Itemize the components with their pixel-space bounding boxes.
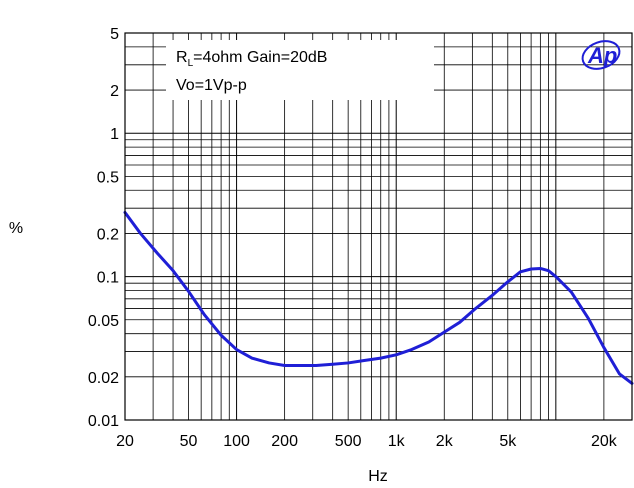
x-tick-label: 20	[116, 433, 134, 450]
y-tick-label: 0.01	[88, 413, 119, 430]
y-tick-labels: 0.01 0.02 0.05 0.1 0.2 0.5 1 2 5	[88, 26, 119, 430]
x-tick-label: 1k	[388, 433, 406, 450]
series-layer	[123, 210, 634, 385]
annotation-box	[166, 40, 434, 100]
x-tick-label: 2k	[436, 433, 454, 450]
x-tick-label: 20k	[591, 433, 618, 450]
ap-logo: Ap	[581, 40, 621, 70]
x-tick-label: 100	[223, 433, 250, 450]
y-tick-label: 0.02	[88, 370, 119, 387]
annotation-subscript-l: L	[188, 58, 194, 69]
annotation-r: R	[176, 49, 188, 66]
y-tick-label: 0.5	[97, 169, 119, 186]
y-axis-title: %	[9, 220, 23, 237]
y-tick-label: 0.1	[97, 270, 119, 287]
y-tick-label: 5	[110, 26, 119, 43]
logo-ring	[581, 40, 621, 70]
x-tick-label: 500	[335, 433, 362, 450]
x-tick-labels: 20 50 100 200 500 1k 2k 5k 20k	[116, 433, 618, 450]
y-tick-label: 2	[110, 83, 119, 100]
x-tick-label: 200	[271, 433, 298, 450]
y-tick-label: 1	[110, 126, 119, 143]
annotation-line-1: RL=4ohm Gain=20dB	[176, 49, 327, 69]
x-tick-label: 5k	[499, 433, 517, 450]
x-tick-label: 50	[180, 433, 198, 450]
logo-text: Ap	[587, 43, 617, 68]
annotation-gain-text: =4ohm Gain=20dB	[193, 49, 327, 66]
series-line-0	[123, 210, 634, 385]
y-tick-label: 0.05	[88, 313, 119, 330]
plot-frame	[124, 32, 633, 421]
annotation-line-2: Vo=1Vp-p	[176, 77, 247, 94]
y-tick-label: 0.2	[97, 226, 119, 243]
x-axis-title: Hz	[368, 468, 388, 485]
